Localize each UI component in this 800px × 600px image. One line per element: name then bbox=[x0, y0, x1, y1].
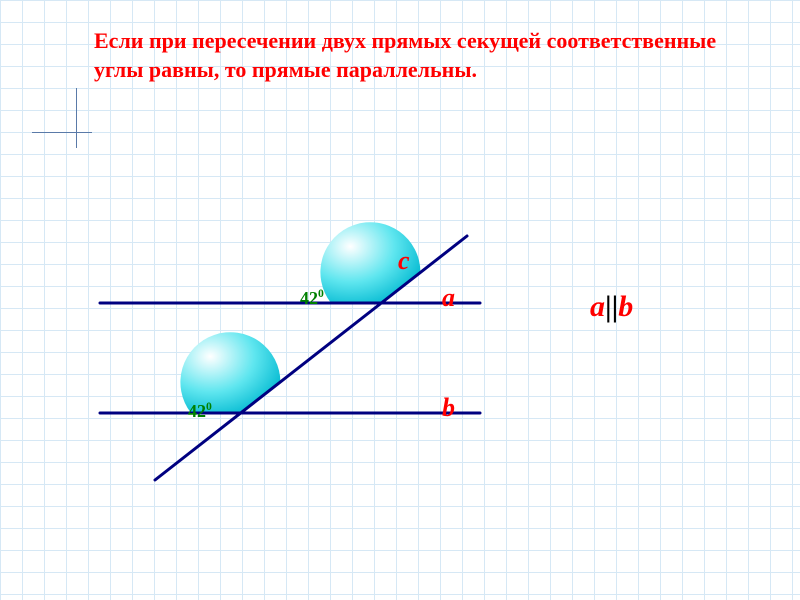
notation-b: b bbox=[618, 290, 633, 323]
notation-sep: || bbox=[605, 290, 618, 323]
angle-label-0: 420 bbox=[300, 287, 324, 309]
geometry-diagram bbox=[0, 0, 800, 600]
angle-label-1: 420 bbox=[188, 400, 212, 422]
line-label-b: b bbox=[442, 393, 455, 423]
parallel-notation: a||b bbox=[590, 290, 633, 324]
line-label-c: c bbox=[398, 246, 410, 276]
notation-a: a bbox=[590, 290, 605, 323]
line-label-a: a bbox=[442, 283, 455, 313]
